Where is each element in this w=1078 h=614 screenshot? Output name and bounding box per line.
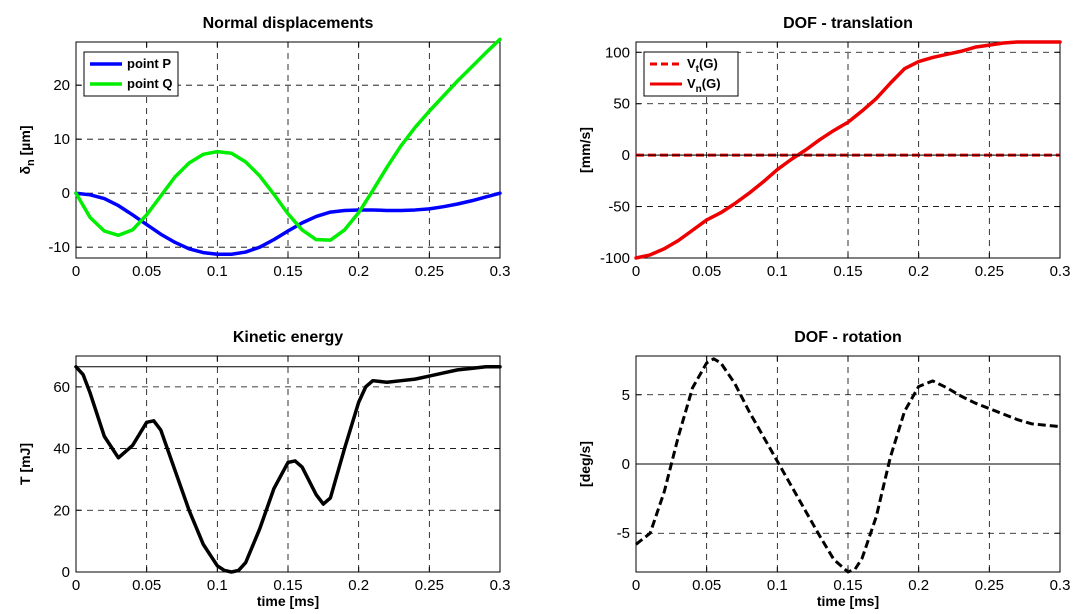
chart-dof-rotation: 0 0.05 0.1 0.15 0.2 0.25 0.3 -5 0 5 DOF - rotatio… <box>577 329 1070 609</box>
y-tick-label: -5 <box>617 525 630 542</box>
x-axis-label: time [ms] <box>257 593 319 609</box>
series-line-point-p <box>74 191 502 256</box>
series-group <box>74 365 502 574</box>
series-group <box>635 357 1061 574</box>
chart-kinetic-energy: 0 0.05 0.1 0.15 0.2 0.25 0.3 0 20 40 60 Kinetic en… <box>17 329 510 609</box>
x-tick-label: 0.15 <box>273 263 302 280</box>
y-tick-label: 0 <box>62 185 70 202</box>
x-tick-label: 0.25 <box>975 263 1004 280</box>
series-group <box>74 37 502 256</box>
tick-labels: 0 0.05 0.1 0.15 0.2 0.25 0.3 -100 -50 0 50 100 <box>600 44 1070 280</box>
series-line-1 <box>74 365 502 574</box>
x-tick-label: 0.25 <box>415 263 444 280</box>
x-tick-label: 0.2 <box>348 577 369 594</box>
y-tick-label: 40 <box>53 441 70 458</box>
x-tick-label: 0.1 <box>207 263 228 280</box>
y-axis-label: T [mJ] <box>17 443 33 485</box>
series-group <box>634 40 1062 260</box>
x-tick-label: 0 <box>632 577 640 594</box>
y-tick-label: 5 <box>622 387 630 404</box>
x-tick-label: 0.25 <box>975 577 1004 594</box>
x-tick-label: 0.25 <box>415 577 444 594</box>
x-tick-label: 0.3 <box>1050 263 1071 280</box>
chart-title: Kinetic energy <box>233 329 343 346</box>
x-tick-label: 0.15 <box>833 577 862 594</box>
tick-labels: 0 0.05 0.1 0.15 0.2 0.25 0.3 -5 0 5 <box>617 387 1071 594</box>
legend: point P point Q <box>83 51 179 97</box>
y-axis-label: [mm/s] <box>577 127 593 173</box>
chart-dof-translation: 0 0.05 0.1 0.15 0.2 0.25 0.3 -100 -50 0 50 100 DOF … <box>577 15 1070 280</box>
x-tick-label: 0.1 <box>767 263 788 280</box>
legend-label-point-q: point Q <box>127 76 173 91</box>
series-line-vn-g <box>634 40 1062 260</box>
x-tick-label: 0.3 <box>490 577 511 594</box>
chart-title: DOF - translation <box>783 15 913 32</box>
y-tick-label: 10 <box>53 131 70 148</box>
grid <box>75 42 501 258</box>
x-tick-label: 0.3 <box>490 263 511 280</box>
chart-title: Normal displacements <box>203 15 374 32</box>
y-tick-label: 20 <box>53 502 70 519</box>
y-axis-label: δn [µm] <box>17 126 37 175</box>
x-tick-label: 0.2 <box>908 263 929 280</box>
y-tick-label: 100 <box>605 44 630 61</box>
x-tick-label: 0 <box>632 263 640 280</box>
x-axis-label: time [ms] <box>817 593 879 609</box>
x-tick-label: 0.15 <box>833 263 862 280</box>
y-tick-label: -50 <box>608 199 630 216</box>
x-tick-label: 0.05 <box>132 577 161 594</box>
x-tick-label: 0.1 <box>767 577 788 594</box>
y-tick-label: 20 <box>53 77 70 94</box>
y-tick-label: 0 <box>622 147 630 164</box>
x-tick-label: 0.05 <box>692 577 721 594</box>
x-tick-label: 0.2 <box>908 577 929 594</box>
legend: Vt(G) Vn(G) <box>643 51 739 97</box>
y-tick-label: -100 <box>600 250 630 267</box>
y-tick-label: -10 <box>48 239 70 256</box>
legend-label-vt: Vt(G) <box>687 56 718 75</box>
x-tick-label: 0 <box>72 263 80 280</box>
y-axis-label: [deg/s] <box>577 441 593 487</box>
grid <box>75 356 501 573</box>
series-line-point-q <box>74 37 502 242</box>
x-tick-label: 0.05 <box>692 263 721 280</box>
chart-title: DOF - rotation <box>794 329 902 346</box>
x-tick-label: 0.2 <box>348 263 369 280</box>
series-line-1 <box>635 357 1061 574</box>
x-tick-label: 0 <box>72 577 80 594</box>
x-tick-label: 0.3 <box>1050 577 1071 594</box>
x-tick-label: 0.05 <box>132 263 161 280</box>
x-tick-label: 0.15 <box>273 577 302 594</box>
legend-label-point-p: point P <box>127 56 171 71</box>
y-tick-label: 50 <box>613 96 630 113</box>
y-tick-label: 0 <box>62 564 70 581</box>
tick-labels: 0 0.05 0.1 0.15 0.2 0.25 0.3 0 20 40 60 <box>53 379 510 594</box>
y-tick-label: 0 <box>622 456 630 473</box>
x-tick-label: 0.1 <box>207 577 228 594</box>
y-tick-label: 60 <box>53 379 70 396</box>
legend-label-vn: Vn(G) <box>687 76 721 95</box>
